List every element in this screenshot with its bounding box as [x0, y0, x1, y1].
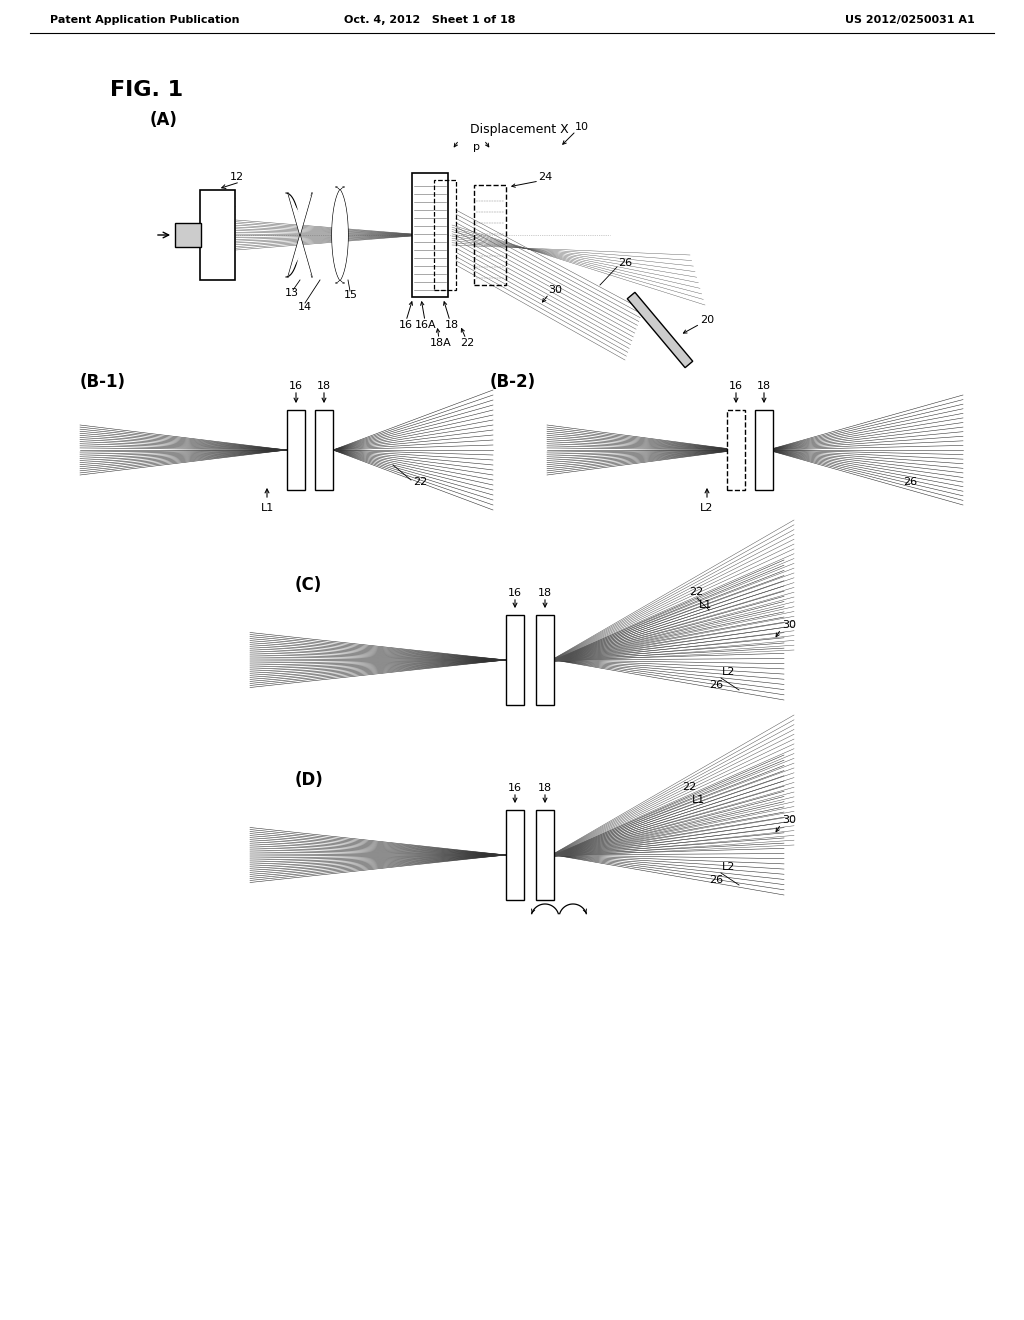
- Text: Patent Application Publication: Patent Application Publication: [50, 15, 240, 25]
- Text: (C): (C): [295, 576, 323, 594]
- Bar: [412, 173, 449, 297]
- Text: 15: 15: [344, 290, 358, 300]
- Bar: [536, 810, 554, 900]
- Polygon shape: [288, 235, 312, 277]
- Text: 26: 26: [903, 477, 918, 487]
- Text: 18: 18: [757, 381, 771, 391]
- Text: 22: 22: [689, 587, 703, 597]
- Text: L2: L2: [700, 503, 714, 513]
- Text: L1: L1: [699, 601, 713, 610]
- Text: 16A: 16A: [415, 319, 436, 330]
- Text: 12: 12: [230, 172, 244, 182]
- Text: 18: 18: [538, 783, 552, 793]
- Text: 16: 16: [289, 381, 303, 391]
- Text: L1: L1: [692, 795, 706, 805]
- Polygon shape: [628, 292, 693, 368]
- Text: 24: 24: [538, 172, 552, 182]
- Bar: [536, 615, 554, 705]
- Bar: [434, 180, 456, 290]
- Text: 30: 30: [782, 814, 796, 825]
- Text: 14: 14: [298, 302, 312, 312]
- Text: (A): (A): [150, 111, 178, 129]
- Text: 18: 18: [445, 319, 459, 330]
- Text: 18A: 18A: [430, 338, 452, 348]
- Bar: [474, 185, 506, 285]
- Polygon shape: [288, 193, 312, 235]
- Text: FIG. 1: FIG. 1: [110, 81, 183, 100]
- Text: 16: 16: [729, 381, 743, 391]
- Bar: [287, 411, 305, 490]
- Bar: [755, 411, 773, 490]
- Text: 10: 10: [575, 121, 589, 132]
- Bar: [315, 411, 333, 490]
- Text: 16: 16: [399, 319, 413, 330]
- Text: Oct. 4, 2012   Sheet 1 of 18: Oct. 4, 2012 Sheet 1 of 18: [344, 15, 516, 25]
- Text: (B-2): (B-2): [490, 374, 537, 391]
- Text: 18: 18: [317, 381, 331, 391]
- Text: 18: 18: [538, 587, 552, 598]
- Text: 26: 26: [709, 680, 723, 690]
- Text: 16: 16: [508, 587, 522, 598]
- Text: US 2012/0250031 A1: US 2012/0250031 A1: [845, 15, 975, 25]
- Text: 22: 22: [413, 477, 427, 487]
- Text: 16: 16: [508, 783, 522, 793]
- Text: 30: 30: [782, 620, 796, 630]
- Text: (B-1): (B-1): [80, 374, 126, 391]
- Polygon shape: [332, 187, 348, 282]
- Text: (D): (D): [295, 771, 324, 789]
- Text: Displacement X: Displacement X: [470, 124, 568, 136]
- Text: L1: L1: [260, 503, 273, 513]
- Text: 30: 30: [548, 285, 562, 294]
- Bar: [506, 615, 524, 705]
- Bar: [506, 810, 524, 900]
- Text: 13: 13: [285, 288, 299, 298]
- Text: L2: L2: [722, 862, 735, 873]
- Text: L2: L2: [722, 667, 735, 677]
- Text: p: p: [472, 143, 479, 152]
- Bar: [200, 190, 234, 280]
- Bar: [175, 223, 201, 247]
- Text: 22: 22: [682, 781, 696, 792]
- Bar: [727, 411, 745, 490]
- Text: 20: 20: [700, 315, 714, 325]
- Text: 26: 26: [618, 257, 632, 268]
- Text: 22: 22: [460, 338, 474, 348]
- Text: 26: 26: [709, 875, 723, 884]
